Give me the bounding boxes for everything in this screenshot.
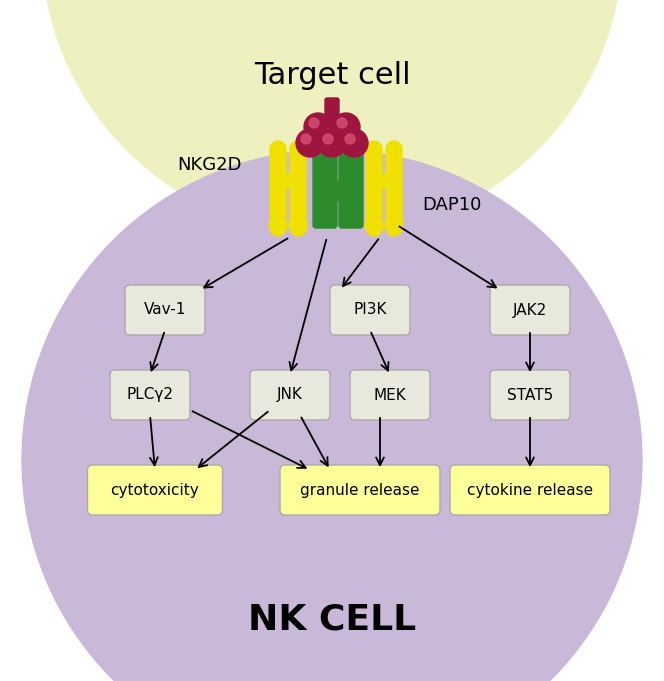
FancyBboxPatch shape [110, 370, 190, 420]
Ellipse shape [365, 214, 383, 236]
FancyBboxPatch shape [330, 285, 410, 335]
Text: DAP10: DAP10 [422, 196, 481, 214]
Circle shape [332, 113, 360, 141]
FancyBboxPatch shape [314, 135, 336, 155]
FancyBboxPatch shape [450, 465, 610, 515]
Circle shape [296, 129, 324, 157]
Circle shape [309, 118, 319, 128]
Ellipse shape [289, 214, 307, 236]
Text: Target cell: Target cell [254, 61, 410, 89]
Text: MEK: MEK [374, 387, 406, 402]
Text: Vav-1: Vav-1 [144, 302, 186, 317]
Circle shape [337, 118, 347, 128]
Text: granule release: granule release [300, 483, 420, 498]
FancyBboxPatch shape [367, 174, 401, 188]
FancyBboxPatch shape [125, 285, 205, 335]
FancyBboxPatch shape [339, 147, 363, 228]
Ellipse shape [387, 141, 401, 153]
Ellipse shape [291, 141, 305, 153]
FancyBboxPatch shape [314, 181, 362, 201]
Circle shape [301, 134, 311, 144]
Ellipse shape [269, 214, 287, 236]
FancyBboxPatch shape [366, 145, 382, 219]
Circle shape [42, 0, 622, 235]
Text: cytotoxicity: cytotoxicity [111, 483, 199, 498]
FancyBboxPatch shape [386, 145, 402, 219]
FancyBboxPatch shape [325, 98, 339, 142]
FancyBboxPatch shape [271, 174, 305, 188]
Text: JAK2: JAK2 [513, 302, 547, 317]
FancyBboxPatch shape [270, 145, 286, 219]
Circle shape [22, 150, 642, 681]
FancyBboxPatch shape [313, 147, 337, 228]
Text: PI3K: PI3K [353, 302, 386, 317]
Circle shape [323, 134, 333, 144]
FancyBboxPatch shape [350, 370, 430, 420]
Circle shape [304, 113, 332, 141]
FancyBboxPatch shape [250, 370, 330, 420]
FancyBboxPatch shape [490, 285, 570, 335]
Text: NK CELL: NK CELL [248, 603, 416, 637]
Text: JNK: JNK [277, 387, 303, 402]
FancyBboxPatch shape [88, 465, 222, 515]
Ellipse shape [367, 141, 381, 153]
Circle shape [318, 129, 346, 157]
Text: STAT5: STAT5 [507, 387, 553, 402]
Text: PLCγ2: PLCγ2 [127, 387, 173, 402]
Circle shape [345, 134, 355, 144]
Circle shape [340, 129, 368, 157]
FancyBboxPatch shape [490, 370, 570, 420]
Text: cytokine release: cytokine release [467, 483, 593, 498]
Ellipse shape [385, 214, 403, 236]
FancyBboxPatch shape [280, 465, 440, 515]
FancyBboxPatch shape [340, 135, 362, 155]
Text: NKG2D: NKG2D [177, 156, 242, 174]
Ellipse shape [271, 141, 285, 153]
FancyBboxPatch shape [290, 145, 306, 219]
